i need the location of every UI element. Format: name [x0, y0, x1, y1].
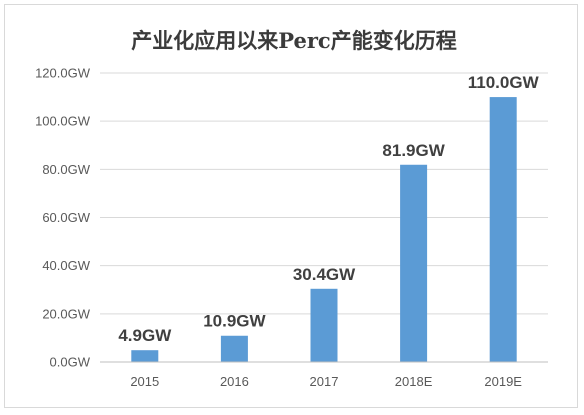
y-tick-label: 80.0GW: [42, 162, 90, 177]
x-tick-label: 2016: [220, 374, 249, 389]
y-tick-label: 20.0GW: [42, 306, 90, 321]
bar-2019E: [489, 97, 517, 362]
y-tick-label: 120.0GW: [35, 66, 91, 81]
data-labels: 4.9GW 10.9GW 30.4GW 81.9GW 110.0GW: [118, 73, 539, 345]
x-axis-ticks: 2015 2016 2017 2018E 2019E: [130, 374, 522, 389]
chart-title: 产业化应用以来Perc产能变化历程: [131, 28, 456, 53]
x-tick-label: 2019E: [484, 374, 522, 389]
gridlines: [100, 72, 548, 315]
data-label-2017: 30.4GW: [293, 265, 356, 284]
bar-2016: [220, 335, 248, 362]
bar-2015: [131, 350, 159, 362]
chart-frame: [4, 4, 578, 408]
y-axis-ticks: 0.0GW 20.0GW 40.0GW 60.0GW 80.0GW 100.0GW 120.…: [35, 66, 91, 370]
y-tick-label: 60.0GW: [42, 210, 90, 225]
bar-2018E: [400, 164, 428, 362]
x-tick-label: 2018E: [395, 374, 433, 389]
bars: [131, 97, 517, 362]
y-tick-label: 40.0GW: [42, 258, 90, 273]
data-label-2018E: 81.9GW: [382, 141, 445, 160]
y-tick-label: 0.0GW: [50, 355, 91, 370]
data-label-2019E: 110.0GW: [468, 73, 540, 92]
data-label-2015: 4.9GW: [118, 326, 172, 345]
y-tick-label: 100.0GW: [35, 114, 91, 129]
bar-2017: [310, 288, 338, 362]
x-tick-label: 2017: [310, 374, 339, 389]
x-tick-label: 2015: [130, 374, 159, 389]
data-label-2016: 10.9GW: [203, 312, 266, 331]
